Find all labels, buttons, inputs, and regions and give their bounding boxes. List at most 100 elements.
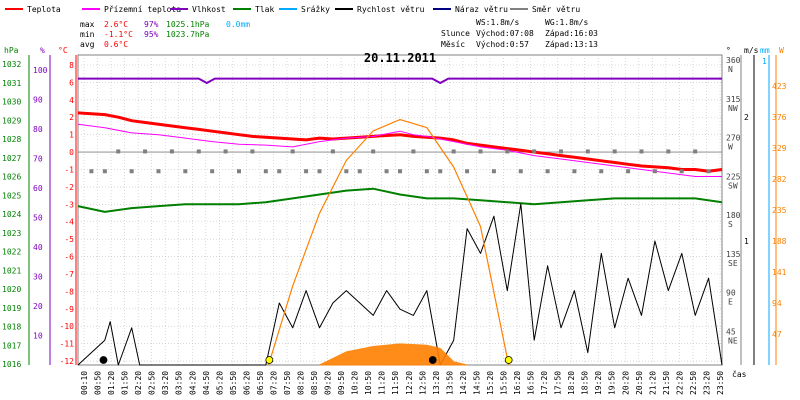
x-tick-label: 10:20: [351, 371, 360, 395]
wind-speed-info: WS:1.8m/s: [476, 18, 520, 27]
wind-direction-mark: [371, 149, 376, 154]
x-tick-label: 15:50: [499, 371, 508, 395]
x-tick-label: 20:50: [635, 371, 644, 395]
hpa-tick-label: 1027: [2, 154, 21, 163]
x-tick-label: 23:50: [716, 371, 725, 395]
celsius-tick-label: 4: [69, 96, 74, 105]
x-tick-label: 12:20: [405, 371, 414, 395]
wind-direction-mark: [277, 169, 282, 174]
wind-axis-title: m/s: [744, 46, 759, 55]
hpa-tick-label: 1019: [2, 304, 21, 313]
celsius-tick-label: 6: [69, 78, 74, 87]
celsius-tick-label: 1: [69, 131, 74, 140]
x-tick-label: 14:50: [472, 371, 481, 395]
x-tick-label: 15:20: [486, 371, 495, 395]
solar-tick-label: 329: [772, 144, 787, 153]
wind-direction-mark: [384, 169, 389, 174]
wind-direction-mark: [599, 169, 604, 174]
wind-direction-mark: [639, 149, 644, 154]
wind-direction-mark: [572, 169, 577, 174]
wind-gust-info: WG:1.8m/s: [545, 18, 589, 27]
wind-direction-mark: [250, 149, 255, 154]
percent-tick-label: 70: [33, 154, 43, 163]
legend: Teplota Přízemní teplota Vlhkost Tlak Srážky…: [5, 5, 580, 14]
moonrise-marker: [99, 356, 108, 364]
celsius-tick-label: -5: [64, 235, 74, 244]
wind-direction-mark: [438, 169, 443, 174]
celsius-tick-label: 8: [69, 61, 74, 70]
x-tick-label: 01:20: [107, 371, 116, 395]
direction-tick-label: 180: [726, 211, 741, 220]
legend-label: Rychlost větru: [357, 5, 425, 14]
x-tick-label: 19:20: [594, 371, 603, 395]
x-tick-label: 01:50: [121, 371, 130, 395]
sun-label: Slunce: [441, 29, 470, 38]
hpa-tick-label: 1028: [2, 135, 21, 144]
direction-tick-dir: NW: [728, 104, 738, 113]
percent-tick-label: 90: [33, 95, 43, 104]
percent-tick-label: 60: [33, 184, 43, 193]
moonset-marker: [428, 356, 437, 364]
percent-tick-label: 40: [33, 243, 43, 252]
celsius-tick-label: -4: [64, 218, 74, 227]
series-sun-path: [267, 118, 510, 366]
legend-label: Směr větru: [532, 5, 580, 14]
wind-direction-mark: [344, 169, 349, 174]
x-tick-label: 03:50: [175, 371, 184, 395]
wind-direction-mark: [102, 169, 107, 174]
wind-direction-mark: [156, 169, 161, 174]
rain-tick-label: 1: [762, 57, 767, 66]
solar-tick-label: 376: [772, 113, 787, 122]
x-tick-label: 22:20: [675, 371, 684, 395]
wind-direction-mark: [585, 149, 590, 154]
chart-grid: [77, 54, 723, 366]
hpa-tick-label: 1022: [2, 248, 21, 257]
hpa-tick-label: 1021: [2, 266, 21, 275]
x-tick-label: 00:50: [94, 371, 103, 395]
solar-axis-title: W: [779, 46, 784, 55]
direction-axis-title: °: [726, 46, 731, 55]
direction-tick-label: 225: [726, 172, 741, 181]
hpa-tick-label: 1020: [2, 285, 21, 294]
stats-avg-temp: 0.6°C: [104, 40, 128, 49]
hpa-axis-title: hPa: [4, 46, 19, 55]
wind-direction-mark: [143, 149, 148, 154]
celsius-tick-label: 0: [69, 148, 74, 157]
direction-tick-label: 360: [726, 56, 741, 65]
direction-tick-label: 135: [726, 250, 741, 259]
celsius-tick-label: -9: [64, 305, 74, 314]
x-tick-label: 12:50: [418, 371, 427, 395]
wind-direction-mark: [129, 169, 134, 174]
hpa-tick-label: 1025: [2, 191, 21, 200]
percent-tick-label: 20: [33, 302, 43, 311]
celsius-tick-label: -7: [64, 270, 74, 279]
wind-direction-mark: [652, 169, 657, 174]
solar-tick-label: 141: [772, 268, 787, 277]
x-tick-label: 20:20: [621, 371, 630, 395]
moon-set: Západ:13:13: [545, 40, 598, 49]
x-tick-label: 09:20: [324, 371, 333, 395]
stats-max-temp: 2.6°C: [104, 20, 128, 29]
wind-direction-mark: [196, 149, 201, 154]
wind-direction-mark: [451, 149, 456, 154]
sun-rise: Východ:07:08: [476, 29, 534, 38]
solar-tick-label: 188: [772, 237, 787, 246]
x-tick-label: 09:50: [337, 371, 346, 395]
stats-min-hum: 95%: [144, 30, 159, 39]
wind-direction-mark: [626, 169, 631, 174]
direction-tick-dir: W: [728, 143, 733, 152]
stats-min-label: min: [80, 30, 95, 39]
series-humidity: [78, 77, 722, 84]
hpa-tick-label: 1017: [2, 341, 21, 350]
hpa-tick-label: 1016: [2, 360, 21, 369]
x-tick-label: 06:20: [242, 371, 251, 395]
series-wind-speed: [77, 203, 723, 366]
legend-label: Srážky: [301, 5, 330, 14]
wind-tick-label: 2: [744, 113, 749, 122]
x-tick-label: 07:50: [283, 371, 292, 395]
moon-label: Měsíc: [441, 40, 465, 49]
solar-tick-label: 47: [772, 330, 782, 339]
wind-direction-mark: [666, 149, 671, 154]
sun-set: Západ:16:03: [545, 29, 598, 38]
hpa-tick-label: 1023: [2, 229, 21, 238]
